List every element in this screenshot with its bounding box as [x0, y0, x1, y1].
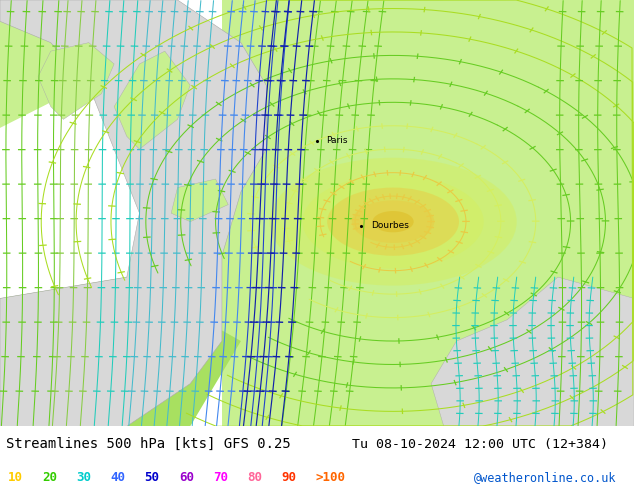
Text: 50: 50 — [145, 471, 160, 484]
Ellipse shape — [269, 158, 517, 286]
Polygon shape — [0, 0, 127, 128]
Polygon shape — [0, 0, 266, 426]
Polygon shape — [38, 43, 114, 120]
Text: 80: 80 — [247, 471, 262, 484]
Text: 60: 60 — [179, 471, 194, 484]
Polygon shape — [222, 0, 634, 426]
Text: @weatheronline.co.uk: @weatheronline.co.uk — [474, 471, 617, 484]
Text: Tu 08-10-2024 12:00 UTC (12+384): Tu 08-10-2024 12:00 UTC (12+384) — [352, 439, 608, 451]
Polygon shape — [114, 51, 190, 149]
Polygon shape — [0, 277, 241, 426]
Text: 10: 10 — [8, 471, 23, 484]
Text: 40: 40 — [110, 471, 126, 484]
Ellipse shape — [372, 211, 413, 232]
Ellipse shape — [302, 175, 484, 269]
Ellipse shape — [327, 188, 459, 256]
Polygon shape — [431, 277, 634, 426]
Text: 70: 70 — [213, 471, 228, 484]
Text: Paris: Paris — [327, 136, 348, 145]
Text: 90: 90 — [281, 471, 297, 484]
Text: >100: >100 — [316, 471, 346, 484]
Text: Dourbes: Dourbes — [371, 221, 409, 230]
Ellipse shape — [352, 200, 434, 243]
Text: Streamlines 500 hPa [kts] GFS 0.25: Streamlines 500 hPa [kts] GFS 0.25 — [6, 438, 291, 451]
Text: 30: 30 — [76, 471, 91, 484]
Text: 20: 20 — [42, 471, 57, 484]
Polygon shape — [171, 179, 228, 221]
